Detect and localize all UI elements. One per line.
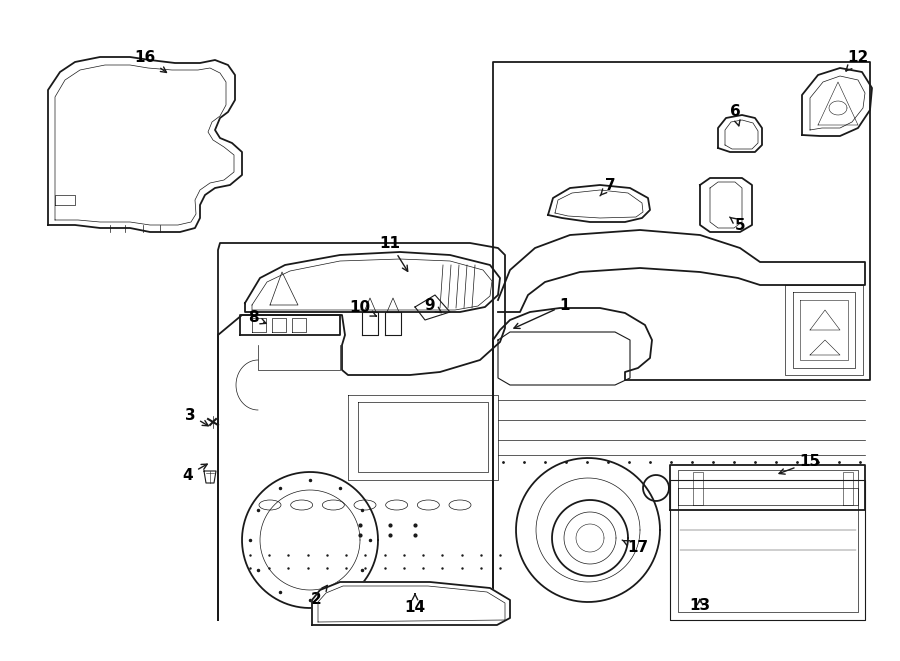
- Text: 8: 8: [248, 311, 266, 325]
- Text: 10: 10: [349, 301, 376, 316]
- Text: 17: 17: [622, 540, 649, 555]
- Text: 4: 4: [183, 464, 207, 483]
- Text: 9: 9: [425, 297, 441, 313]
- Text: 1: 1: [514, 297, 571, 329]
- Text: 15: 15: [779, 455, 821, 474]
- Text: 2: 2: [310, 586, 328, 607]
- Text: 14: 14: [404, 594, 426, 615]
- Text: 13: 13: [689, 598, 711, 613]
- Text: 16: 16: [134, 50, 166, 73]
- Text: 12: 12: [846, 50, 868, 71]
- Text: 7: 7: [600, 178, 616, 196]
- Polygon shape: [312, 582, 510, 625]
- Text: 5: 5: [730, 217, 745, 233]
- Text: 3: 3: [184, 407, 208, 426]
- Text: 11: 11: [380, 235, 408, 271]
- Text: 6: 6: [730, 104, 741, 126]
